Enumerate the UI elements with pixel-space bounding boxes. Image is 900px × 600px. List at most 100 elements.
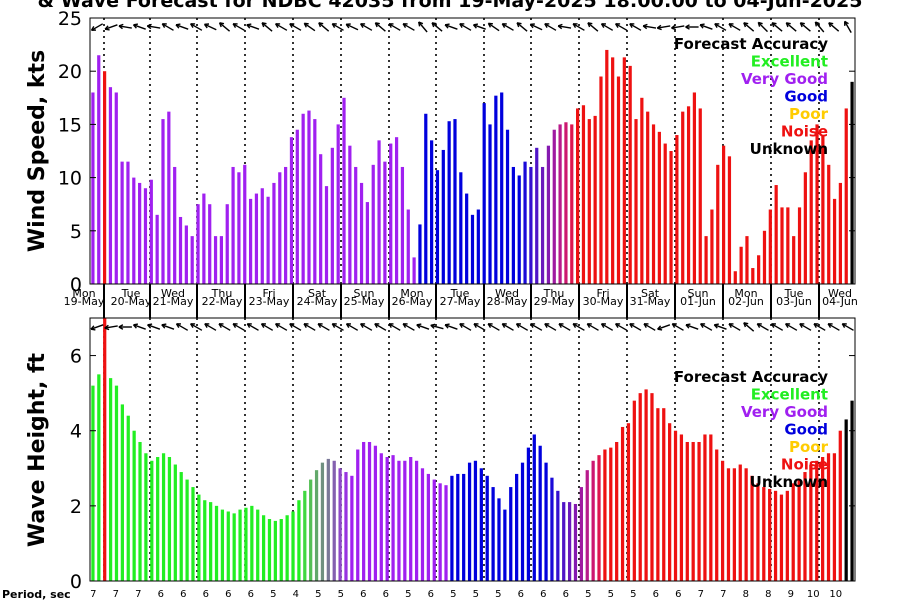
bar — [114, 92, 118, 284]
bar — [266, 196, 270, 284]
bar — [149, 179, 153, 284]
legend-item: Excellent — [751, 386, 828, 404]
bar — [342, 97, 346, 284]
bar — [179, 472, 183, 581]
bar — [587, 119, 591, 284]
y-tick-label: 5 — [70, 221, 82, 243]
period-value: 6 — [158, 589, 164, 600]
bar — [348, 145, 352, 284]
direction-arrow — [685, 323, 699, 330]
bar — [792, 236, 796, 284]
direction-arrow — [813, 323, 826, 331]
period-value: 6 — [540, 589, 546, 600]
bar — [597, 455, 601, 581]
bar — [467, 462, 472, 581]
bar — [441, 149, 445, 284]
bar — [797, 207, 802, 284]
bar — [173, 166, 177, 284]
bar — [681, 111, 685, 284]
bar — [303, 490, 307, 581]
wave-plot-frame — [89, 317, 856, 582]
bar — [570, 124, 574, 285]
direction-arrow — [828, 22, 840, 32]
bar — [709, 434, 713, 581]
bar — [389, 143, 393, 284]
legend-item: Very Good — [741, 70, 828, 88]
bar — [662, 408, 666, 581]
bar — [297, 500, 301, 581]
bar — [599, 76, 603, 285]
direction-arrow — [203, 23, 217, 31]
bar — [722, 145, 726, 284]
bar — [213, 236, 218, 284]
bar — [668, 423, 672, 581]
legend-item: Poor — [789, 438, 829, 456]
bar — [231, 166, 235, 284]
direction-arrow — [671, 323, 684, 331]
bar — [190, 236, 194, 284]
day-name-label: Thu — [211, 287, 233, 300]
direction-arrow — [90, 324, 104, 331]
bar — [826, 453, 831, 581]
day-date-label: 21-May — [153, 295, 194, 308]
bar — [656, 408, 660, 581]
legend-item: Poor — [789, 105, 829, 123]
direction-arrow — [190, 23, 203, 31]
bar — [414, 460, 419, 581]
day-date-label: 27-May — [440, 295, 481, 308]
direction-arrow — [331, 323, 344, 331]
direction-arrow — [246, 23, 260, 30]
bar — [126, 415, 130, 581]
direction-arrow — [544, 23, 557, 31]
bar — [768, 488, 772, 581]
bar — [309, 479, 313, 581]
bar — [638, 393, 642, 581]
bar — [103, 318, 107, 581]
bar — [444, 485, 448, 581]
bar — [686, 106, 691, 284]
wind-y-ticks: 0 5 10 15 20 25 — [58, 8, 855, 296]
bar — [511, 166, 515, 284]
bar — [225, 204, 229, 284]
bar — [447, 121, 451, 285]
day-name-label: Sat — [308, 287, 327, 300]
bar — [412, 257, 416, 284]
bar — [126, 161, 130, 284]
direction-arrow — [260, 323, 274, 331]
bar — [432, 479, 436, 581]
bar — [178, 216, 183, 284]
wave-y-ticks: 0 2 4 6 — [70, 346, 855, 593]
bar — [620, 426, 625, 581]
y-tick-label: 15 — [58, 114, 82, 136]
bar — [844, 108, 848, 284]
direction-arrow — [218, 22, 231, 32]
direction-arrow — [629, 23, 642, 31]
bar — [611, 57, 615, 285]
bar — [226, 511, 230, 581]
bar — [420, 468, 425, 581]
direction-arrow — [770, 323, 784, 331]
period-value: 6 — [180, 589, 186, 600]
bar — [622, 57, 626, 285]
bar — [362, 441, 366, 581]
day-date-label: 02-Jun — [728, 295, 764, 308]
bar — [809, 464, 813, 581]
direction-arrow — [175, 23, 189, 30]
direction-arrow — [600, 23, 614, 31]
direction-arrow — [615, 323, 628, 331]
bar — [509, 487, 513, 581]
bar — [377, 140, 381, 284]
period-value: 7 — [720, 589, 726, 600]
bar — [470, 214, 475, 284]
direction-arrow — [642, 23, 657, 30]
bar — [397, 460, 401, 581]
direction-arrow — [161, 23, 174, 31]
bar — [650, 393, 654, 581]
direction-arrow — [232, 323, 245, 331]
bar — [785, 490, 789, 581]
bar — [132, 430, 136, 581]
period-value: 6 — [225, 589, 231, 600]
direction-arrow — [261, 22, 273, 32]
bar — [278, 172, 282, 284]
bar — [430, 140, 434, 284]
